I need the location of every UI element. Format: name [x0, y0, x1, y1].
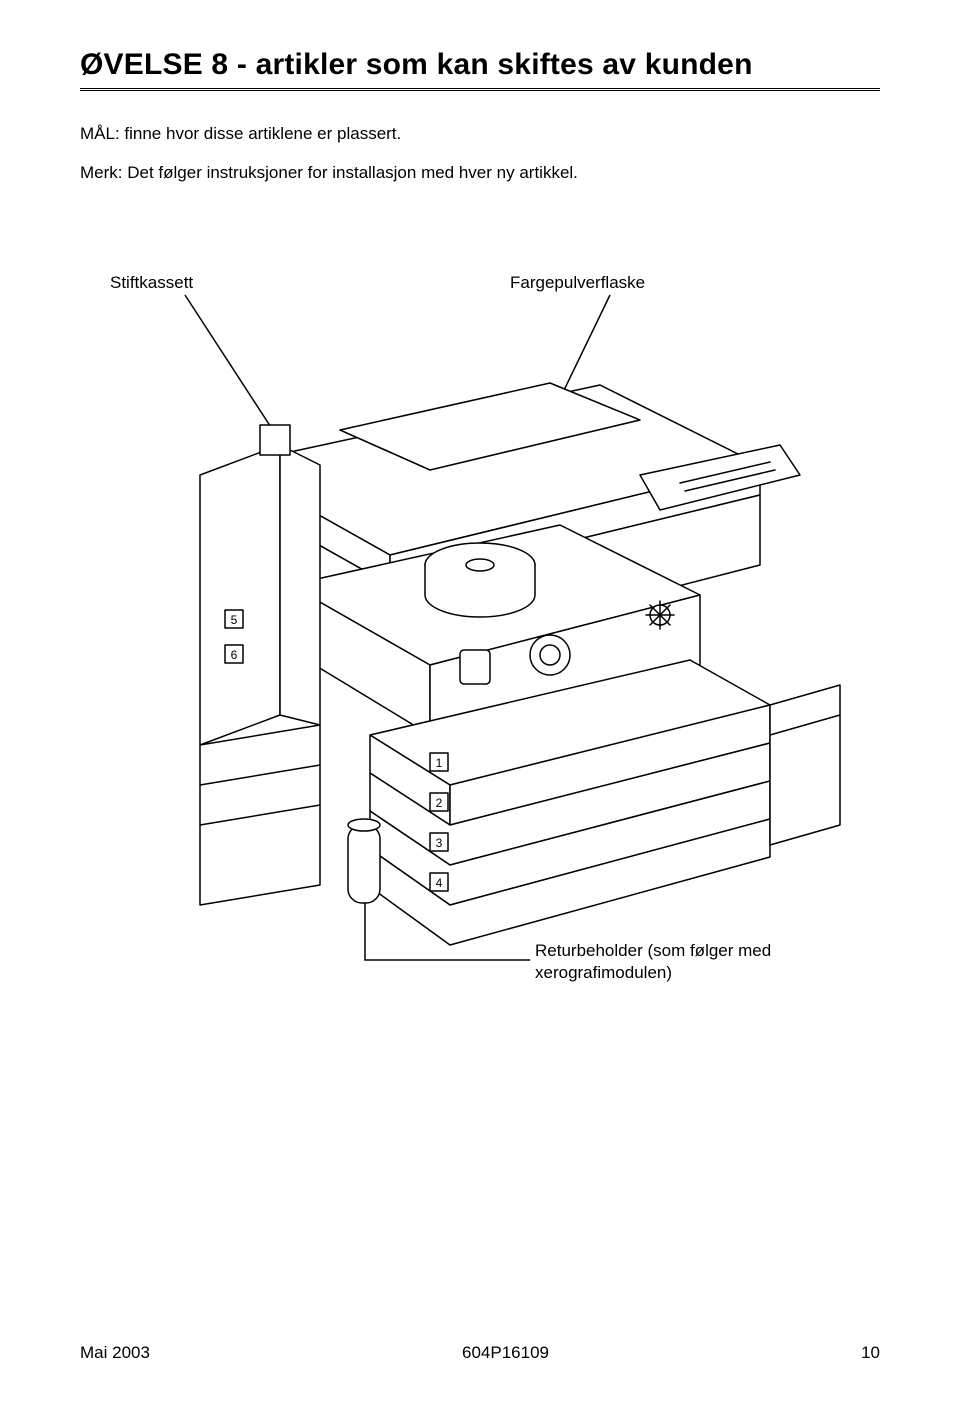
tray-number-4: 4	[436, 876, 443, 890]
intro-note: Merk: Det følger instruksjoner for insta…	[80, 161, 880, 186]
footer-date: Mai 2003	[80, 1343, 150, 1363]
printer-diagram: Stiftkassett Fargepulverflaske Fiksering…	[80, 265, 880, 1085]
footer-pagenum: 10	[861, 1343, 880, 1363]
page-footer: Mai 2003 604P16109 10	[80, 1343, 880, 1363]
tray-number-1: 1	[436, 756, 443, 770]
intro-goal: MÅL: finne hvor disse artiklene er plass…	[80, 122, 880, 147]
tray-number-5: 5	[231, 613, 238, 627]
page-title: ØVELSE 8 - artikler som kan skiftes av k…	[80, 48, 880, 82]
printer-illustration: 5 6 1 2 3 4	[80, 265, 880, 1085]
tray-number-2: 2	[436, 796, 443, 810]
tray-number-6: 6	[231, 648, 238, 662]
title-rule	[80, 88, 880, 92]
tray-number-3: 3	[436, 836, 443, 850]
footer-docnum: 604P16109	[462, 1343, 549, 1363]
